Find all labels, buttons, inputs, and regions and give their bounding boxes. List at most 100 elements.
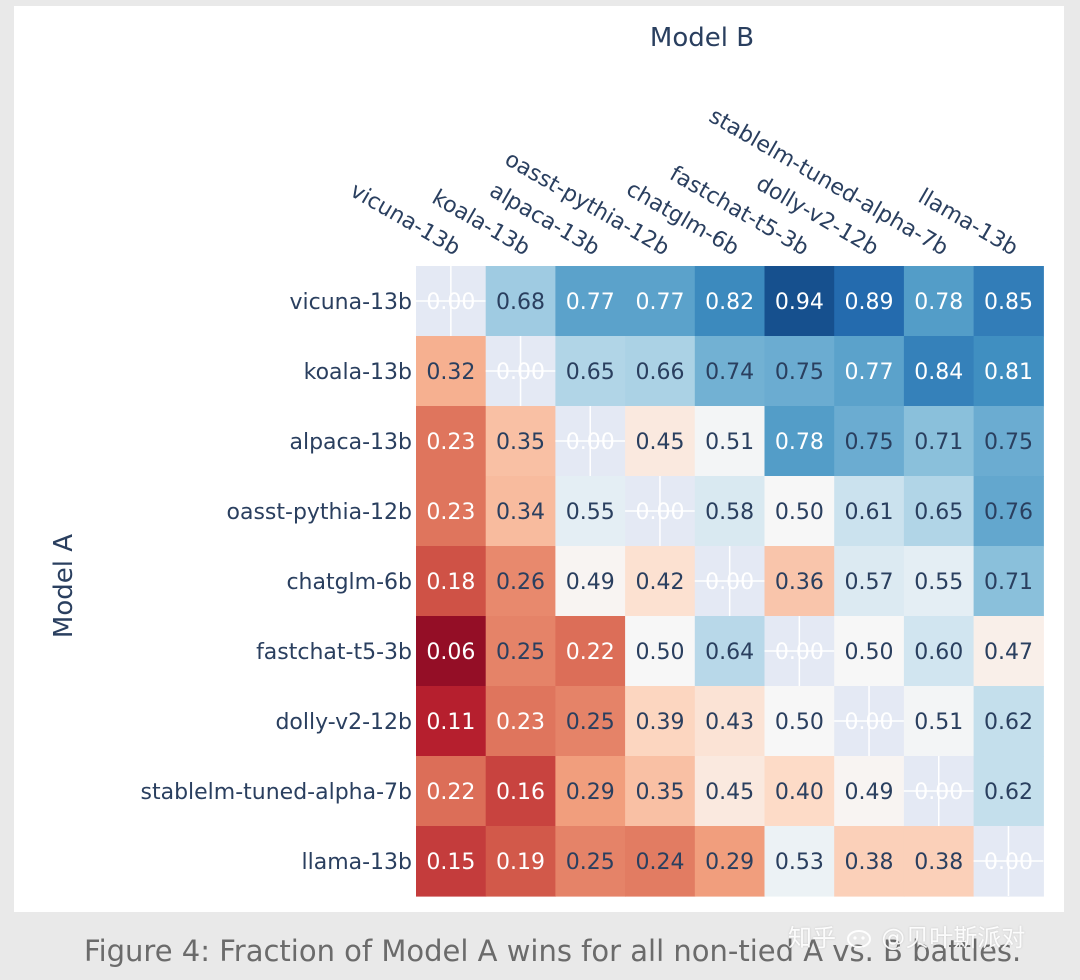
heatmap-cell (694, 406, 766, 477)
y-axis-title: Model A (49, 534, 79, 638)
cell-value-label: 0.50 (845, 640, 894, 665)
heatmap-cell (694, 756, 766, 827)
cell-value-label: 0.55 (566, 500, 615, 525)
x-tick-label: stablelm-tuned-alpha-7b (705, 104, 953, 261)
cell-value-label: 0.75 (845, 430, 894, 455)
y-tick-label: vicuna-13b (290, 290, 413, 315)
cell-value-label: 0.78 (775, 430, 824, 455)
zhihu-logo-icon (846, 930, 871, 948)
y-tick-label: alpaca-13b (289, 430, 412, 455)
heatmap-cell (834, 756, 905, 827)
heatmap-chart: 0.00 0.68 0.77 0.77 0.82 0.94 0.89 0.78 0.85 0.32… (49, 23, 1044, 897)
x-axis-ticks: vicuna-13bkoala-13balpaca-13boasst-pythi… (346, 104, 1022, 261)
watermark-text-left: 知乎 (788, 924, 836, 952)
heatmap-cell (694, 266, 766, 337)
watermark: 知乎 @贝叶斯派对 (788, 918, 1025, 953)
heatmap-cell (555, 546, 626, 617)
cell-value-label: 0.22 (426, 780, 475, 805)
y-tick-label: koala-13b (304, 360, 412, 385)
cell-value-label: 0.00 (914, 780, 963, 805)
heatmap-cell (694, 476, 766, 547)
heatmap-cell (973, 756, 1044, 827)
cell-value-label: 0.71 (984, 570, 1033, 595)
cell-value-label: 0.00 (496, 360, 545, 385)
y-tick-label: oasst-pythia-12b (227, 500, 412, 525)
cell-value-label: 0.35 (496, 430, 545, 455)
heatmap-cell (485, 266, 556, 337)
cell-value-label: 0.71 (914, 430, 963, 455)
y-tick-label: fastchat-t5-3b (256, 640, 412, 665)
heatmap-cell (625, 336, 696, 407)
cell-value-label: 0.81 (984, 360, 1033, 385)
cell-value-label: 0.85 (984, 290, 1033, 315)
heatmap-cell (416, 686, 487, 757)
heatmap-cell (903, 336, 975, 407)
heatmap-cell (555, 336, 626, 407)
y-axis-ticks: vicuna-13b koala-13b alpaca-13b oasst-pythi… (141, 290, 413, 875)
cell-value-label: 0.29 (566, 780, 615, 805)
cell-value-label: 0.47 (984, 640, 1033, 665)
cell-value-label: 0.77 (566, 290, 615, 315)
heatmap-cell (694, 616, 766, 687)
cell-value-label: 0.77 (635, 290, 684, 315)
cell-value-label: 0.32 (426, 360, 475, 385)
heatmap-cell (973, 406, 1044, 477)
cell-value-label: 0.25 (566, 710, 615, 735)
heatmap-cell (416, 616, 487, 687)
heatmap-cell (555, 686, 626, 757)
cell-value-label: 0.50 (775, 500, 824, 525)
heatmap-cell (764, 826, 835, 897)
cell-value-label: 0.43 (705, 710, 754, 735)
heatmap-cell (973, 266, 1044, 337)
cell-value-label: 0.25 (566, 850, 615, 875)
heatmap-cell (694, 826, 766, 897)
cell-value-label: 0.00 (635, 500, 684, 525)
x-axis-title: Model B (650, 23, 754, 53)
heatmap-cell (485, 616, 556, 687)
cell-value-label: 0.82 (705, 290, 754, 315)
heatmap-cell (485, 476, 556, 547)
heatmap-cell (834, 546, 905, 617)
cell-value-label: 0.65 (914, 500, 963, 525)
cell-value-label: 0.00 (775, 640, 824, 665)
heatmap-cell (764, 686, 835, 757)
cell-value-label: 0.00 (705, 570, 754, 595)
cell-value-label: 0.00 (845, 710, 894, 735)
cell-value-label: 0.16 (496, 780, 545, 805)
heatmap-cell (555, 756, 626, 827)
cell-value-label: 0.51 (914, 710, 963, 735)
heatmap-cell (555, 476, 626, 547)
cell-value-label: 0.26 (496, 570, 545, 595)
cell-value-label: 0.74 (705, 360, 754, 385)
heatmap-cell (834, 266, 905, 337)
heatmap-cell (973, 476, 1044, 547)
cell-value-label: 0.36 (775, 570, 824, 595)
heatmap-cell (416, 826, 487, 897)
figure-caption: Figure 4: Fraction of Model A wins for a… (84, 934, 1022, 968)
heatmap-cell (903, 686, 975, 757)
cell-value-label: 0.75 (984, 430, 1033, 455)
heatmap-cell (903, 406, 975, 477)
heatmap-cell (764, 336, 835, 407)
cell-value-label: 0.50 (635, 640, 684, 665)
cell-value-label: 0.23 (426, 500, 475, 525)
heatmap-cell (973, 616, 1044, 687)
heatmap-cell (834, 616, 905, 687)
heatmap-cell (416, 546, 487, 617)
cell-value-label: 0.22 (566, 640, 615, 665)
heatmap-cell (903, 616, 975, 687)
heatmap-cell (903, 546, 975, 617)
heatmap-cell (834, 336, 905, 407)
heatmap-cell (625, 826, 696, 897)
cell-value-label: 0.39 (635, 710, 684, 735)
heatmap-cell (694, 336, 766, 407)
heatmap-cell (555, 616, 626, 687)
cell-value-label: 0.45 (705, 780, 754, 805)
cell-value-label: 0.89 (845, 290, 894, 315)
cell-value-label: 0.75 (775, 360, 824, 385)
cell-value-label: 0.35 (635, 780, 684, 805)
heatmap-cell (625, 266, 696, 337)
y-tick-label: llama-13b (301, 850, 412, 875)
cell-value-label: 0.77 (845, 360, 894, 385)
cell-value-label: 0.42 (635, 570, 684, 595)
